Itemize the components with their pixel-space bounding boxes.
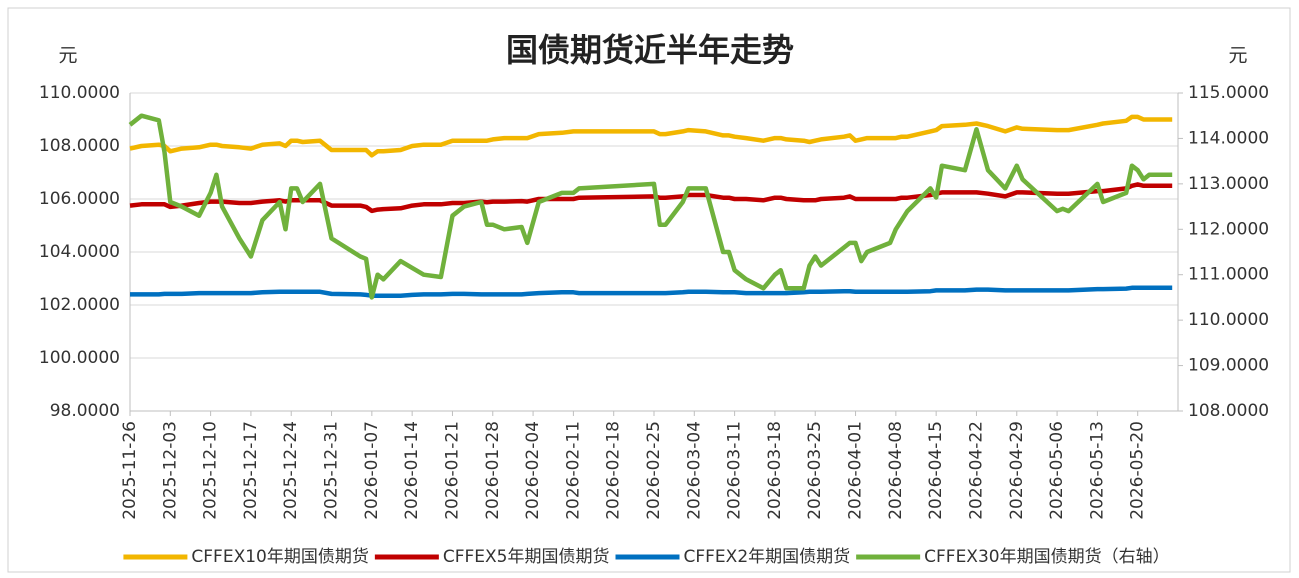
y2-tick-label: 112.0000 bbox=[1188, 219, 1269, 239]
y2-tick-label: 113.0000 bbox=[1188, 174, 1269, 194]
x-tick-label: 2026-03-11 bbox=[725, 421, 745, 520]
x-tick-label: 2026-04-15 bbox=[926, 421, 946, 520]
y2-tick-label: 115.0000 bbox=[1188, 83, 1269, 103]
y2-tick-label: 109.0000 bbox=[1188, 356, 1269, 376]
legend-label: CFFEX2年期国债期货 bbox=[684, 547, 851, 567]
x-tick-label: 2026-02-25 bbox=[644, 421, 664, 520]
x-tick-label: 2025-12-17 bbox=[241, 421, 261, 520]
x-tick-label: 2026-05-13 bbox=[1087, 421, 1107, 520]
x-tick-label: 2026-04-22 bbox=[966, 421, 986, 520]
x-tick-label: 2026-04-08 bbox=[886, 421, 906, 520]
y-tick-label: 106.0000 bbox=[39, 189, 120, 209]
y-tick-label: 98.0000 bbox=[50, 401, 120, 421]
x-tick-label: 2026-03-04 bbox=[684, 421, 704, 520]
y2-tick-label: 111.0000 bbox=[1188, 265, 1269, 285]
x-tick-label: 2026-05-20 bbox=[1128, 421, 1148, 520]
x-tick-label: 2025-12-31 bbox=[322, 421, 342, 520]
legend-label: CFFEX30年期国债期货（右轴） bbox=[924, 547, 1169, 567]
chart-title: 国债期货近半年走势 bbox=[506, 31, 794, 69]
x-tick-label: 2026-05-06 bbox=[1047, 421, 1067, 520]
legend-label: CFFEX10年期国债期货 bbox=[191, 547, 368, 567]
x-tick-label: 2026-02-18 bbox=[604, 421, 624, 520]
legend-label: CFFEX5年期国债期货 bbox=[443, 547, 610, 567]
y-tick-label: 108.0000 bbox=[39, 136, 120, 156]
y2-tick-label: 114.0000 bbox=[1188, 128, 1269, 148]
series-line bbox=[128, 113, 1173, 300]
y-tick-label: 110.0000 bbox=[39, 83, 120, 103]
series-line bbox=[130, 285, 1173, 298]
y-tick-label: 100.0000 bbox=[39, 348, 120, 368]
x-tick-label: 2026-02-04 bbox=[523, 421, 543, 520]
x-tick-label: 2025-12-03 bbox=[160, 421, 180, 520]
y-tick-label: 102.0000 bbox=[39, 295, 120, 315]
x-tick-label: 2026-03-18 bbox=[765, 421, 785, 520]
x-tick-label: 2025-12-10 bbox=[201, 421, 221, 520]
y2-tick-label: 110.0000 bbox=[1188, 310, 1269, 330]
y2-unit: 元 bbox=[1228, 45, 1247, 67]
x-tick-label: 2026-01-07 bbox=[362, 421, 382, 520]
x-tick-label: 2026-01-14 bbox=[402, 421, 422, 520]
x-tick-label: 2026-04-29 bbox=[1007, 421, 1027, 520]
x-tick-label: 2026-03-25 bbox=[805, 421, 825, 520]
series-line bbox=[129, 114, 1173, 158]
x-tick-label: 2026-01-21 bbox=[442, 421, 462, 520]
x-tick-label: 2025-11-26 bbox=[120, 421, 140, 520]
x-tick-label: 2026-02-11 bbox=[563, 421, 583, 520]
x-tick-label: 2026-04-01 bbox=[846, 421, 866, 520]
x-tick-label: 2026-01-28 bbox=[483, 421, 503, 520]
y2-tick-label: 108.0000 bbox=[1188, 401, 1269, 421]
x-tick-label: 2025-12-24 bbox=[281, 421, 301, 520]
y-tick-label: 104.0000 bbox=[39, 242, 120, 262]
y-unit: 元 bbox=[58, 45, 77, 67]
